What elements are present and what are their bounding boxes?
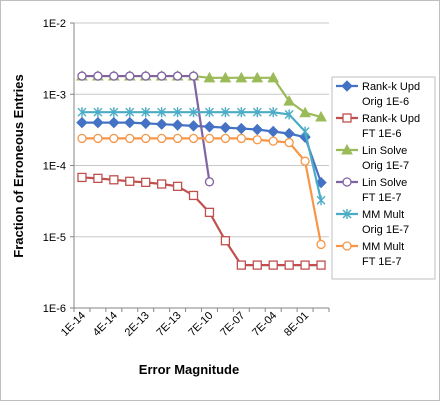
data-point [126,72,134,80]
series-layer [77,71,326,269]
data-point [301,127,309,137]
data-point [268,127,278,137]
data-point [110,72,118,80]
series-line [82,177,321,265]
data-point [301,261,309,269]
data-point [285,261,293,269]
series-line [82,138,321,244]
legend-label: MM Mult [362,241,404,253]
data-point [110,176,118,184]
data-point [110,134,118,142]
data-point [189,121,199,131]
legend-label: Lin Solve [362,145,407,157]
data-point [142,134,150,142]
legend-label: FT 1E-6 [362,128,402,140]
legend-label: FT 1E-7 [362,192,402,204]
y-tick-label: 1E-3 [43,89,66,101]
data-point [142,72,150,80]
legend-label: FT 1E-7 [362,256,402,268]
x-tick-label: 7E-07 [218,310,247,339]
legend-label: Lin Solve [362,177,407,189]
legend-label: Orig 1E-6 [362,96,409,108]
data-point [94,72,102,80]
x-tick-label: 7E-13 [154,310,183,339]
data-point [253,261,261,269]
data-point [158,134,166,142]
data-point [141,118,151,128]
y-tick-label: 1E-4 [43,161,66,173]
data-point [317,261,325,269]
data-point [158,180,166,188]
data-point [237,134,245,142]
data-point [317,240,325,248]
legend-label: Rank-k Upd [362,113,420,125]
data-point [157,119,167,129]
data-point [174,72,182,80]
data-point [269,137,277,145]
data-point [125,118,135,128]
y-tick-label: 1E-5 [43,232,66,244]
series-6 [78,134,325,248]
data-point [220,123,230,133]
x-tick-label: 7E-10 [186,310,215,339]
legend-label: Orig 1E-7 [362,224,409,236]
legend-swatch-marker [343,114,351,122]
series-2 [78,173,325,269]
data-point [285,139,293,147]
data-point [221,237,229,245]
x-tick-labels: 1E-14 4E-14 2E-13 7E-13 7E-10 7E-07 7E-04 8E-01 [59,310,311,339]
data-point [204,122,214,132]
data-point [78,72,86,80]
data-point [126,134,134,142]
legend: Rank-k Upd Orig 1E-6 Rank-k Upd FT 1E-6 Lin … [332,77,435,279]
data-point [317,195,325,205]
x-tick-label: 4E-14 [91,310,120,339]
legend-label: Orig 1E-7 [362,160,409,172]
x-tick-label: 2E-13 [123,310,152,339]
data-point [173,120,183,130]
data-point [190,72,198,80]
data-point [190,134,198,142]
data-point [126,177,134,185]
x-tick-label: 7E-04 [250,310,279,339]
data-point [205,178,213,186]
legend-swatch-marker [343,242,351,250]
data-point [236,124,246,134]
data-point [78,134,86,142]
legend-label: Rank-k Upd [362,81,420,93]
y-axis-title: Fraction of Erroneous Entries [11,74,26,257]
data-point [158,72,166,80]
data-point [94,174,102,182]
legend-swatch-marker [343,178,351,186]
y-tick-label: 1E-2 [43,18,66,30]
data-point [252,125,262,135]
data-point [205,208,213,216]
data-point [94,134,102,142]
data-point [190,191,198,199]
data-point [237,261,245,269]
data-point [253,136,261,144]
y-tick-label: 1E-6 [43,303,66,315]
x-axis-title: Error Magnitude [139,362,239,377]
data-point [221,134,229,142]
data-point [301,157,309,165]
data-point [109,118,119,128]
y-tick-labels: 1E-2 1E-3 1E-4 1E-5 1E-6 [43,18,66,315]
data-point [93,118,103,128]
data-point [174,134,182,142]
data-point [78,173,86,181]
data-point [269,261,277,269]
data-point [77,118,87,128]
x-tick-label: 8E-01 [282,310,311,339]
data-point [142,178,150,186]
data-point [174,182,182,190]
legend-label: MM Mult [362,209,404,221]
data-point [205,134,213,142]
data-point [284,129,294,139]
